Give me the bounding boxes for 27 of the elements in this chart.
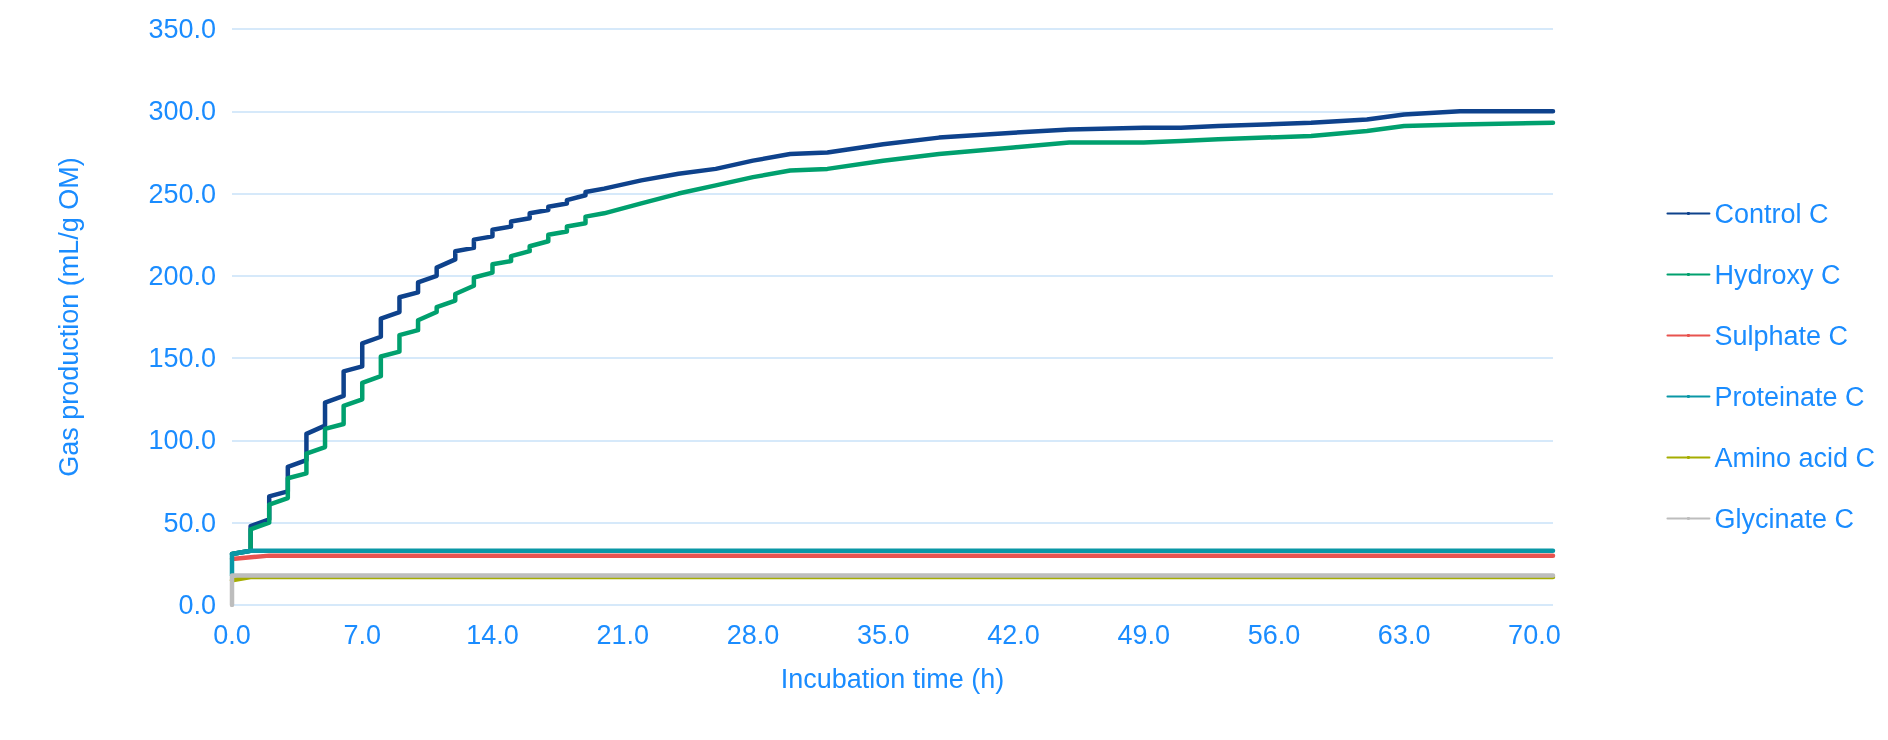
x-tick-label: 0.0 [213,619,251,650]
y-tick-label: 100.0 [148,425,216,456]
x-tick-label: 14.0 [466,619,519,650]
y-tick-label: 50.0 [163,507,216,538]
legend-label: Sulphate C [1714,320,1849,351]
x-tick-label: 7.0 [343,619,382,650]
legend-label: Amino acid C [1714,442,1876,473]
y-tick-label: 300.0 [148,96,216,127]
x-axis-title: Incubation time (h) [780,663,1005,694]
x-tick-label: 21.0 [596,619,649,650]
legend-label: Control C [1714,198,1829,229]
y-axis-title: Gas production (mL/g OM) [53,157,84,477]
x-tick-label: 63.0 [1377,619,1431,650]
y-tick-label: 150.0 [148,343,216,374]
x-tick-label: 35.0 [856,619,910,650]
x-tick-label: 70.0 [1508,619,1561,650]
legend-label: Proteinate C [1714,381,1865,412]
y-tick-label: 250.0 [148,178,216,209]
legend-label: Glycinate C [1714,503,1854,534]
y-tick-label: 200.0 [148,260,216,291]
y-tick-label: 0.0 [178,590,216,620]
x-tick-label: 56.0 [1247,619,1301,650]
x-tick-label: 49.0 [1117,619,1170,650]
x-tick-label: 42.0 [987,619,1040,650]
x-tick-label: 28.0 [726,619,780,650]
legend-label: Hydroxy C [1714,259,1841,290]
y-tick-label: 350.0 [148,14,216,44]
